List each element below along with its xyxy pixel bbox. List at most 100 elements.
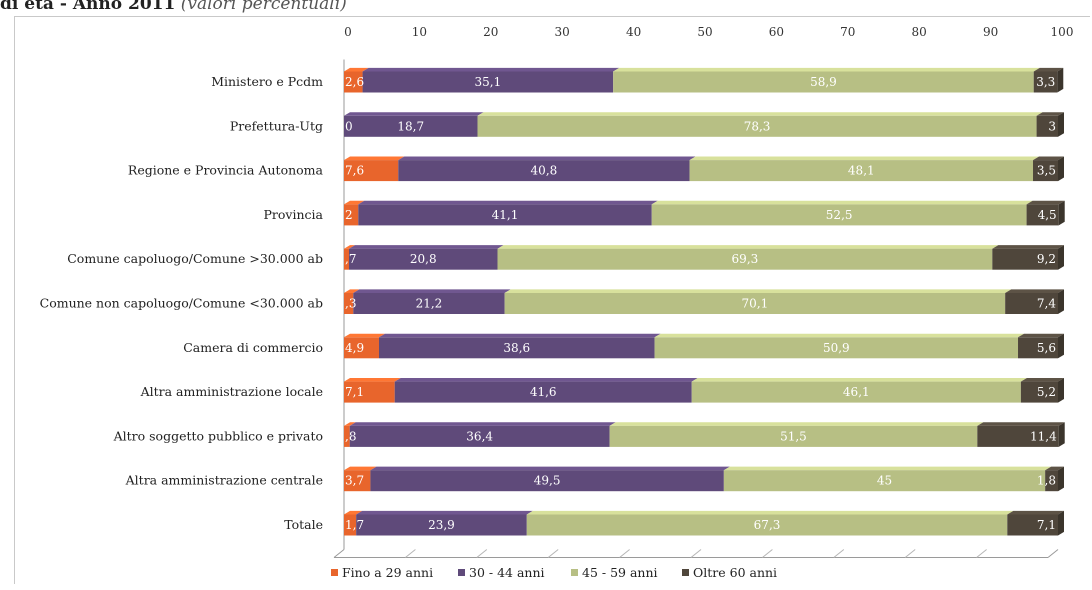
bar-segment [691, 381, 1021, 403]
bar-segment [1033, 71, 1058, 93]
data-label: 50,9 [823, 341, 850, 355]
bar-segment-top [1026, 200, 1065, 205]
bar-segment-top [504, 289, 1012, 293]
data-label: 5,2 [1037, 385, 1056, 399]
page-title: di età - Anno 2011 (valori percentuali) [0, 0, 347, 14]
bar-segment [504, 293, 1006, 314]
bar-segment-top [344, 510, 363, 515]
category-label: Prefettura-Utg [230, 118, 323, 133]
floor-gridline [976, 549, 987, 558]
bar-segment-top [526, 510, 1014, 515]
category-label: Ministero e Pcdm [211, 74, 323, 89]
data-label: 3,7 [345, 474, 364, 488]
bar-segment-top [344, 333, 385, 338]
bar-segment [723, 470, 1046, 492]
data-label: 0 [345, 119, 353, 133]
x-tick-label: 90 [983, 25, 998, 39]
bar-segment [689, 160, 1034, 182]
legend-label: 30 - 44 anni [469, 565, 545, 580]
data-label: 7,1 [345, 385, 364, 399]
bar-segment-top [691, 378, 1027, 382]
floor-gridline [476, 549, 488, 558]
bar-segment-top [613, 67, 1040, 72]
data-label: 4,5 [1038, 208, 1057, 222]
data-label: ,3 [345, 297, 356, 311]
data-label: 7,6 [345, 164, 364, 178]
bar-segment-top [344, 289, 360, 293]
bar-segment [651, 204, 1027, 226]
data-label: 3,3 [1036, 75, 1055, 89]
bar-segment [1005, 293, 1058, 314]
category-label: Altra amministrazione locale [140, 384, 323, 399]
legend-swatch [458, 569, 465, 576]
bar-segment [1045, 470, 1058, 492]
bar-segment-top [1020, 378, 1064, 382]
data-label: 45 [877, 474, 892, 488]
bar-end-cap [1058, 333, 1064, 359]
data-label: ,7 [345, 252, 356, 266]
bar-segment-top [358, 200, 658, 205]
data-label: 49,5 [534, 474, 561, 488]
data-label: 52,5 [826, 208, 853, 222]
floor-gridline [619, 549, 630, 558]
bar-segment [344, 204, 359, 226]
bar-segment [344, 248, 349, 270]
data-label: 48,1 [848, 164, 875, 178]
data-label: 23,9 [428, 518, 455, 532]
bar-segment-top [356, 510, 533, 515]
data-label: 38,6 [503, 341, 530, 355]
bar-end-cap [1057, 67, 1064, 93]
chart-frame [14, 16, 1090, 584]
bar-segment [344, 115, 478, 137]
category-label: Comune capoluogo/Comune >30.000 ab [67, 251, 323, 266]
bar-segment-top [1018, 333, 1064, 338]
bar-segment-top [1005, 289, 1064, 293]
legend-label: Fino a 29 anni [342, 565, 433, 580]
bar-segment-top [1033, 67, 1064, 72]
bar-segment [977, 425, 1059, 447]
floor-gridline [405, 549, 416, 558]
bar-segment [394, 381, 692, 403]
category-label: Altro soggetto pubblico e privato [113, 428, 323, 443]
data-label: ,8 [345, 429, 356, 443]
bar-segment-top [654, 333, 1025, 338]
data-label: 2,6 [345, 75, 364, 89]
legend-label: Oltre 60 anni [693, 565, 777, 580]
data-label: 9,2 [1037, 252, 1056, 266]
category-label: Regione e Provincia Autonoma [128, 163, 324, 178]
bar-segment [613, 71, 1034, 93]
bar-segment [1018, 337, 1058, 359]
axis-floor-edge [1047, 549, 1059, 558]
legend-swatch [331, 569, 338, 576]
bar-end-cap [1058, 289, 1064, 314]
bar-segment [654, 337, 1019, 359]
data-label: 35,1 [475, 75, 502, 89]
data-label: 4,9 [345, 341, 364, 355]
bar-segment-top [344, 67, 369, 72]
bar-segment-top [348, 245, 504, 249]
bar-segment-top [378, 333, 661, 338]
bar-segment-top [349, 422, 616, 426]
data-label: 58,9 [810, 75, 837, 89]
bar-segment [477, 115, 1037, 137]
bar-segment [1007, 514, 1058, 536]
bar-end-cap [1058, 466, 1064, 492]
bar-segment-top [344, 112, 484, 116]
bar-segment [398, 160, 690, 182]
data-label: 3,5 [1037, 164, 1056, 178]
x-tick-label: 10 [412, 25, 427, 39]
bar-segment [497, 248, 993, 270]
bar-segment-top [609, 422, 984, 426]
bar-segment [1020, 381, 1058, 403]
bar-end-cap [1058, 112, 1064, 137]
bar-segment-top [1045, 466, 1064, 471]
bar-segment-top [362, 67, 620, 72]
bar-segment-top [394, 378, 698, 382]
x-tick-label: 100 [1051, 25, 1074, 39]
data-label: 1,7 [345, 518, 364, 532]
x-tick-label: 60 [769, 25, 784, 39]
bar-segment-top [992, 245, 1064, 249]
floor-gridline [833, 549, 845, 558]
category-label: Altra amministrazione centrale [125, 473, 323, 488]
